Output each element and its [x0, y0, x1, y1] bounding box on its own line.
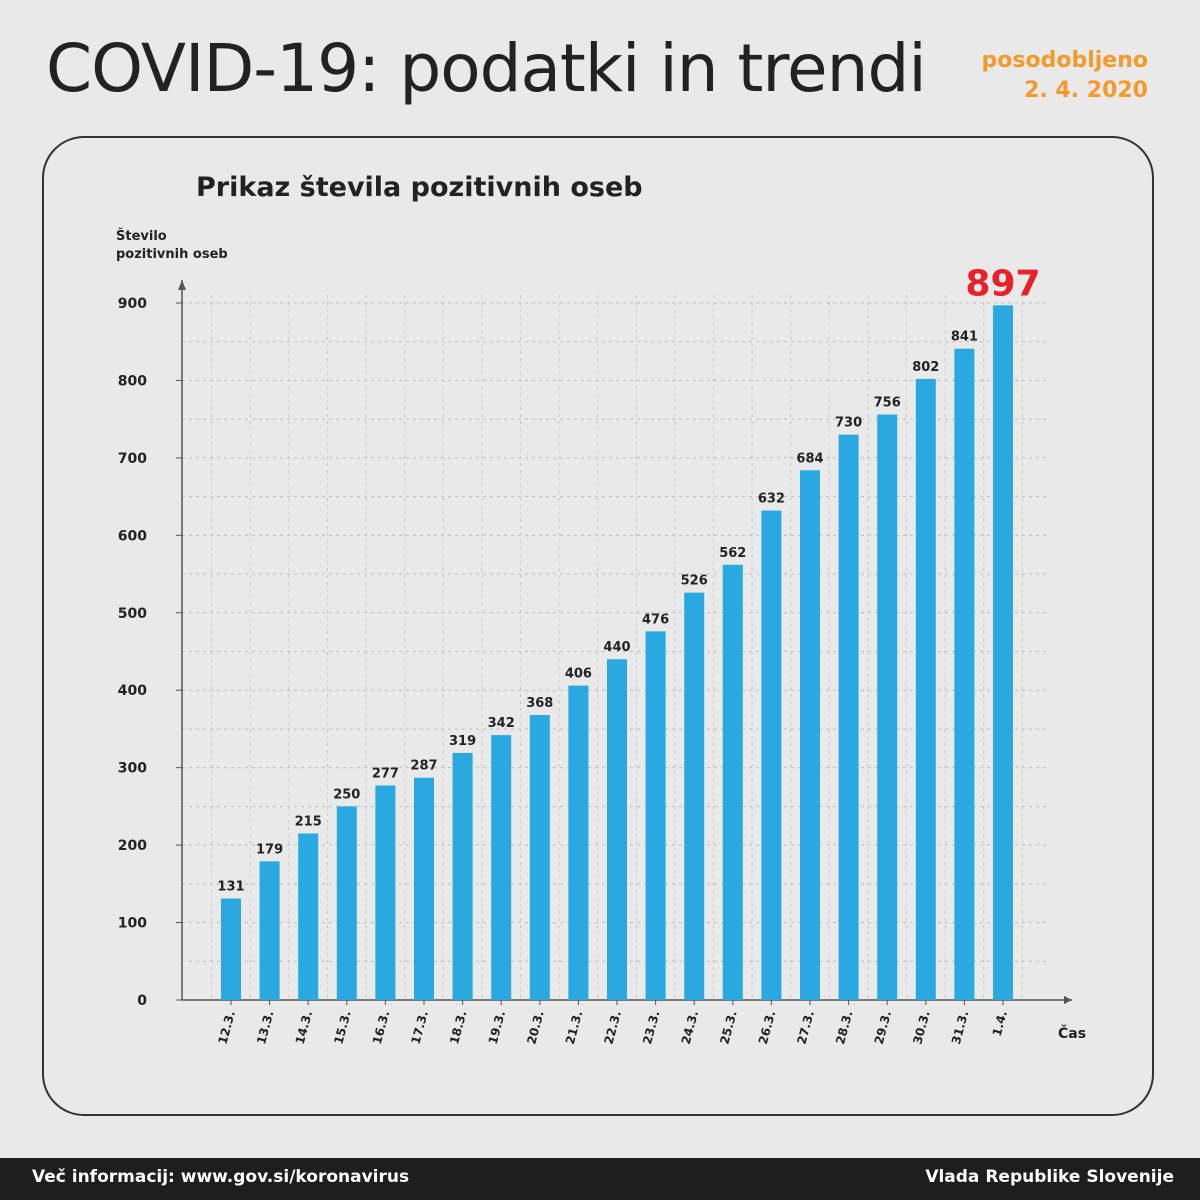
page-title: COVID-19: podatki in trendi [46, 30, 927, 107]
bar [452, 752, 473, 1000]
bar-value-label: 368 [526, 696, 553, 711]
bar [568, 685, 589, 1000]
footer-bar: Več informacij: www.gov.si/koronavirus V… [0, 1158, 1200, 1200]
bar [298, 833, 319, 1000]
x-tick-label: 28.3. [833, 1009, 855, 1046]
update-info: posodobljeno 2. 4. 2020 [982, 46, 1148, 106]
x-tick-label: 24.3. [679, 1009, 701, 1046]
x-tick-label: 31.3. [949, 1009, 971, 1046]
y-tick-label: 600 [118, 528, 147, 544]
bar-value-label: 287 [410, 759, 437, 774]
footer-info-link[interactable]: Več informacij: www.gov.si/koronavirus [32, 1167, 410, 1187]
x-tick-label: 18.3. [447, 1009, 469, 1046]
y-axis-label-line1: Število [116, 228, 167, 244]
footer-publisher: Vlada Republike Slovenije [925, 1167, 1174, 1187]
bar [877, 414, 898, 1000]
bar-value-label: 406 [565, 667, 592, 682]
bar [800, 470, 820, 1000]
y-tick-label: 500 [118, 606, 147, 622]
y-tick-label: 900 [118, 296, 147, 312]
x-tick-label: 29.3. [872, 1009, 894, 1046]
x-tick-label: 13.3. [254, 1009, 276, 1046]
y-tick-label: 0 [137, 993, 147, 1009]
bar [722, 564, 743, 1000]
bar-value-label-highlight: 897 [965, 263, 1040, 304]
x-tick-label: 1.4. [990, 1009, 1010, 1038]
bar [529, 715, 550, 1000]
updated-date: 2. 4. 2020 [1024, 78, 1148, 103]
bar [993, 305, 1013, 1000]
bar [684, 592, 705, 1000]
bar [414, 777, 434, 1000]
x-tick-label: 16.3. [370, 1009, 392, 1046]
bar [607, 659, 627, 1000]
x-axis-label: Čas [1058, 1024, 1086, 1042]
y-tick-label: 300 [118, 761, 147, 777]
bar [336, 806, 357, 1000]
bar [375, 785, 396, 1000]
bar [645, 631, 666, 1000]
chart-title: Prikaz števila pozitivnih oseb [196, 172, 643, 203]
y-tick-label: 400 [118, 683, 147, 699]
y-axis-label-line2: pozitivnih oseb [116, 247, 228, 262]
bar [954, 348, 975, 1000]
bar-value-label: 756 [874, 396, 901, 411]
bar [491, 735, 512, 1000]
bar [259, 861, 280, 1000]
y-tick-label: 800 [118, 373, 147, 389]
x-tick-label: 12.3. [216, 1009, 238, 1046]
x-tick-label: 15.3. [331, 1009, 353, 1046]
bar-value-label: 632 [758, 492, 785, 507]
bar-value-label: 342 [488, 716, 515, 731]
bar [915, 378, 936, 1000]
bar [761, 510, 782, 1000]
x-tick-label: 19.3. [486, 1009, 508, 1046]
bar-value-label: 684 [796, 451, 823, 466]
x-tick-label: 25.3. [717, 1009, 739, 1046]
x-tick-label: 14.3. [293, 1009, 315, 1046]
bar-value-label: 562 [719, 546, 746, 561]
x-axis-arrow [1064, 996, 1072, 1004]
x-tick-label: 27.3. [795, 1009, 817, 1046]
y-tick-label: 700 [118, 451, 147, 467]
x-tick-label: 23.3. [640, 1009, 662, 1046]
x-tick-label: 30.3. [910, 1009, 932, 1046]
x-tick-label: 20.3. [524, 1009, 546, 1046]
bar-value-label: 440 [603, 640, 630, 655]
bar-value-label: 476 [642, 612, 669, 627]
y-tick-label: 200 [118, 838, 147, 854]
bar-value-label: 277 [372, 766, 399, 781]
bar-value-label: 131 [217, 880, 244, 895]
y-axis-arrow [178, 280, 186, 290]
bar [838, 434, 859, 1001]
bar-value-label: 841 [951, 330, 978, 345]
y-tick-label: 100 [118, 916, 147, 932]
x-tick-label: 26.3. [756, 1009, 778, 1046]
x-tick-label: 17.3. [409, 1009, 431, 1046]
x-tick-label: 21.3. [563, 1009, 585, 1046]
bar-value-label: 250 [333, 787, 360, 802]
bar-value-label: 526 [681, 574, 708, 589]
bar [221, 898, 241, 1000]
bar-value-label: 319 [449, 734, 476, 749]
bar-value-label: 802 [912, 360, 939, 375]
bar-value-label: 179 [256, 842, 283, 857]
bar-value-label: 215 [295, 814, 322, 829]
bar-value-label: 730 [835, 416, 862, 431]
x-tick-label: 22.3. [602, 1009, 624, 1046]
updated-label: posodobljeno [981, 48, 1148, 73]
